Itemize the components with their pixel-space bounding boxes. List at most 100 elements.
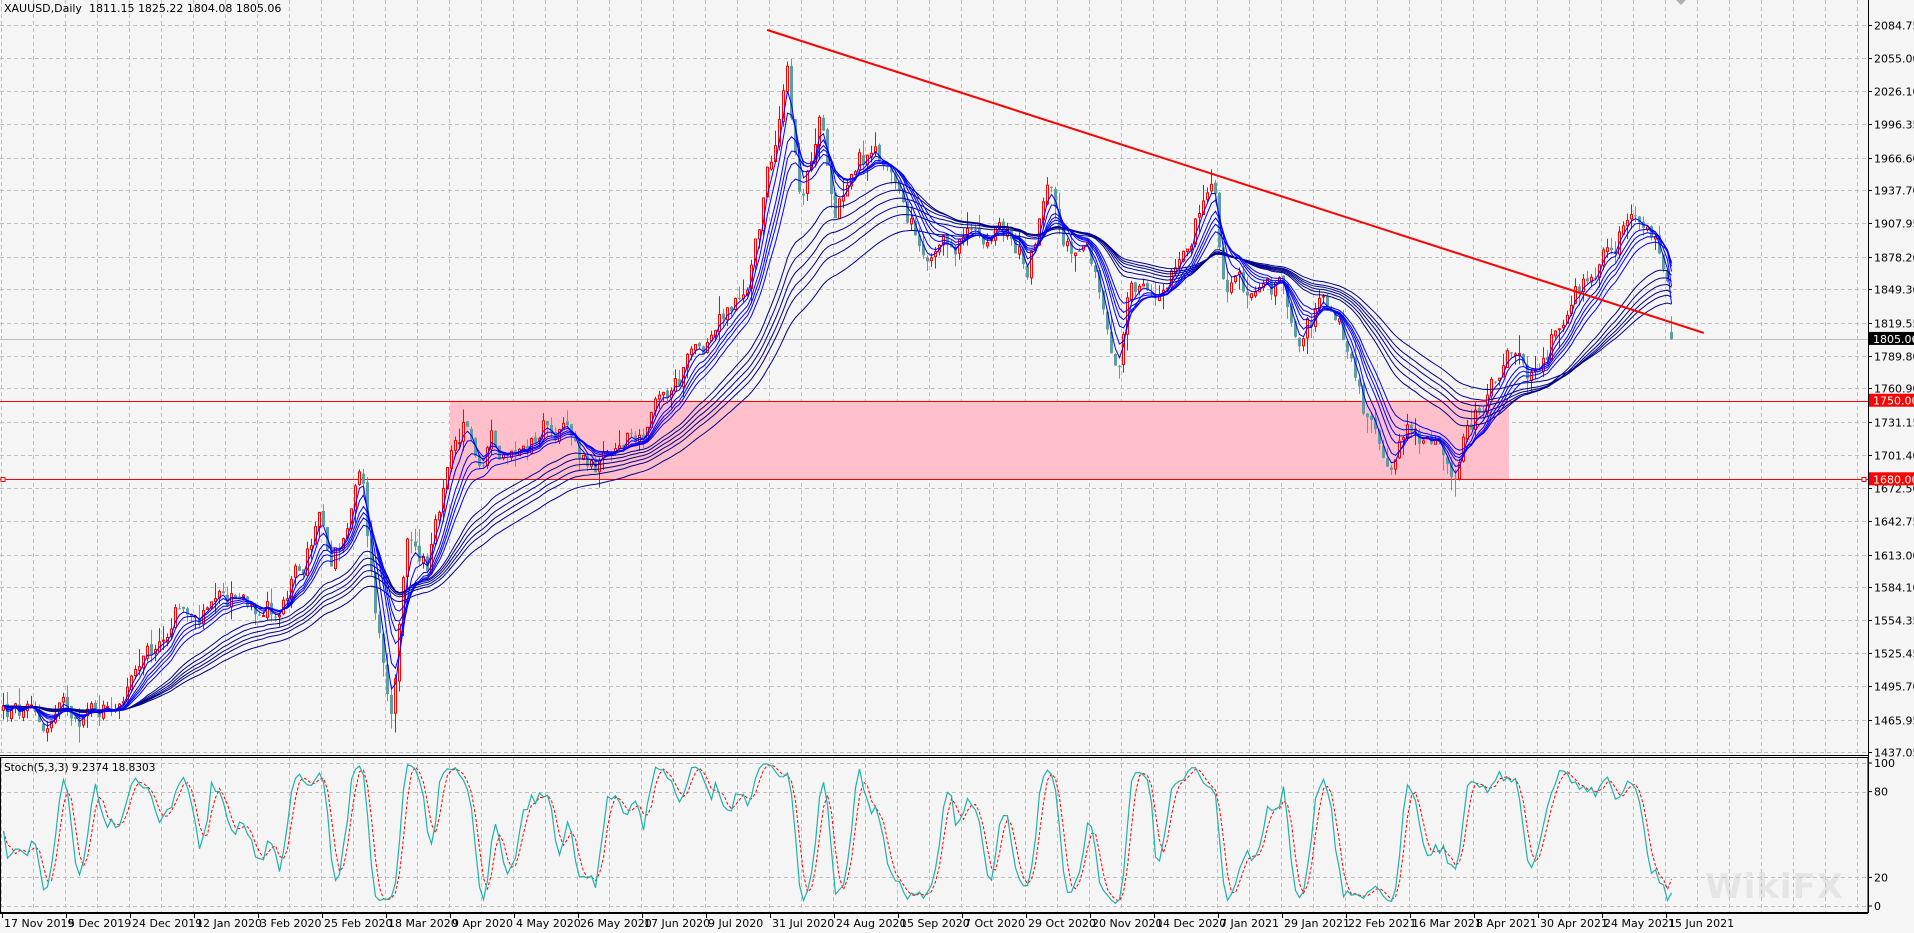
bear-candle — [378, 614, 381, 634]
bull-candle — [1646, 226, 1649, 231]
bear-candle — [634, 435, 637, 443]
bull-candle — [138, 666, 141, 671]
bull-candle — [318, 511, 321, 529]
bull-candle — [1582, 278, 1585, 292]
slow-ema-line — [3, 205, 1672, 712]
price-tick-label: 2055.00 — [1874, 53, 1914, 66]
bear-candle — [698, 342, 701, 347]
bear-candle — [1578, 286, 1581, 293]
bear-candle — [730, 306, 733, 312]
bear-candle — [1102, 290, 1105, 310]
time-tick-label: 17 Jun 2020 — [644, 917, 710, 930]
bear-candle — [1390, 467, 1393, 470]
bull-candle — [1498, 377, 1501, 381]
bear-candle — [1014, 239, 1017, 254]
bear-candle — [1002, 221, 1005, 236]
bear-candle — [150, 644, 153, 656]
bull-candle — [206, 607, 209, 610]
stoch-main-line — [2, 763, 1673, 905]
bull-candle — [1554, 330, 1557, 337]
bear-candle — [1454, 478, 1457, 480]
level-price-badge-bg — [1869, 472, 1914, 486]
bear-candle — [1666, 270, 1669, 282]
bull-candle — [686, 353, 689, 369]
bear-candle — [78, 719, 81, 727]
bear-candle — [1134, 282, 1137, 292]
bear-candle — [1310, 320, 1313, 328]
bear-candle — [238, 596, 241, 599]
time-tick-label: 22 Feb 2021 — [1348, 917, 1416, 930]
bear-candle — [1222, 247, 1225, 280]
symbol-label: XAUUSD,Daily — [4, 2, 82, 15]
bear-candle — [1378, 430, 1381, 444]
ohlc-readout: 1811.15 1825.22 1804.08 1805.06 — [88, 2, 282, 15]
bear-candle — [702, 346, 705, 355]
level-handle — [1861, 477, 1867, 482]
bull-candle — [1466, 424, 1469, 440]
bear-candle — [554, 432, 557, 440]
time-tick-label: 14 Dec 2020 — [1156, 917, 1226, 930]
time-tick-label: 29 Oct 2020 — [1028, 917, 1096, 930]
bear-candle — [1146, 282, 1149, 291]
bear-candle — [886, 166, 889, 168]
bear-candle — [178, 608, 181, 610]
bear-candle — [894, 174, 897, 183]
time-tick-label: 24 May 2021 — [1604, 917, 1676, 930]
bull-candle — [174, 607, 177, 629]
stochastic — [2, 763, 1673, 905]
bull-candle — [1130, 282, 1133, 301]
slow-ema-line — [3, 181, 1672, 714]
bear-candle — [1610, 247, 1613, 251]
bear-candle — [1110, 331, 1113, 354]
bear-candle — [1374, 417, 1377, 430]
bear-candle — [1358, 379, 1361, 387]
bear-candle — [578, 439, 581, 460]
bull-candle — [1302, 338, 1305, 347]
price-tick-label: 1760.90 — [1874, 383, 1914, 396]
bear-candle — [274, 616, 277, 618]
bull-candle — [438, 511, 441, 521]
bull-candle — [1210, 183, 1213, 192]
bear-candle — [1050, 186, 1053, 188]
bear-candle — [1370, 415, 1373, 421]
bull-candle — [770, 161, 773, 170]
bear-candle — [1410, 424, 1413, 432]
bear-candle — [738, 297, 741, 299]
bear-candle — [1226, 279, 1229, 293]
bear-candle — [906, 201, 909, 223]
bear-candle — [1118, 366, 1121, 368]
price-tick-label: 2084.75 — [1874, 20, 1914, 33]
bull-candle — [1422, 440, 1425, 444]
time-tick-label: 20 Nov 2020 — [1092, 917, 1162, 930]
time-tick-label: 31 Jul 2020 — [772, 917, 834, 930]
bull-candle — [1602, 249, 1605, 266]
bear-candle — [922, 244, 925, 256]
bull-candle — [1474, 409, 1477, 430]
bull-candle — [782, 90, 785, 122]
price-tick-label: 1701.40 — [1874, 450, 1914, 463]
time-tick-label: 16 Mar 2021 — [1412, 917, 1482, 930]
current-price-badge-bg — [1869, 331, 1914, 345]
grid — [0, 0, 1868, 913]
slow-ema-line — [3, 197, 1672, 712]
bear-candle — [1386, 458, 1389, 467]
bear-candle — [918, 234, 921, 246]
price-tick-label: 1878.20 — [1874, 252, 1914, 265]
price-tick-label: 1789.80 — [1874, 351, 1914, 364]
bear-candle — [1026, 265, 1029, 278]
bear-candle — [222, 591, 225, 594]
bull-candle — [582, 454, 585, 460]
bull-candle — [394, 678, 397, 714]
bull-candle — [434, 519, 437, 544]
bear-candle — [482, 465, 485, 467]
bear-candle — [186, 608, 189, 615]
moving-averages — [3, 90, 1672, 727]
bear-candle — [418, 545, 421, 562]
bull-candle — [1562, 324, 1565, 329]
bear-candle — [1350, 353, 1353, 359]
bull-candle — [734, 297, 737, 310]
bull-candle — [278, 614, 281, 618]
bear-candle — [390, 694, 393, 714]
bull-candle — [1202, 200, 1205, 216]
